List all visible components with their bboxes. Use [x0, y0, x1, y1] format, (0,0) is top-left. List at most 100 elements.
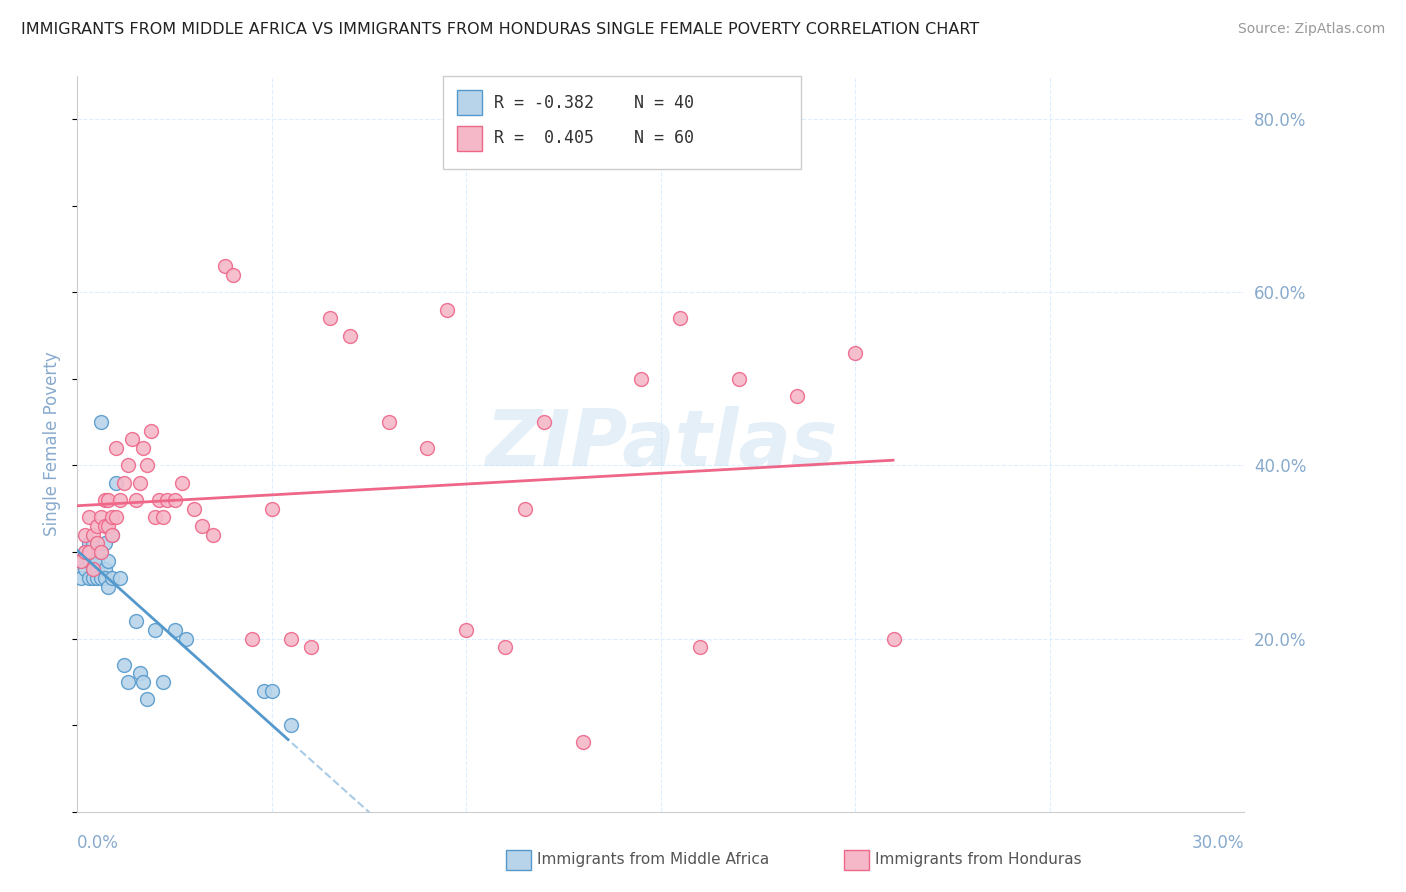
Point: [77, 554, 100, 568]
Text: 30.0%: 30.0%: [1192, 834, 1244, 852]
Point: [280, 632, 302, 646]
Point: [174, 632, 197, 646]
Point: [128, 475, 150, 490]
Point: [132, 674, 155, 689]
Text: Source: ZipAtlas.com: Source: ZipAtlas.com: [1237, 22, 1385, 37]
Point: [253, 683, 276, 698]
Point: [191, 519, 214, 533]
Point: [93, 571, 115, 585]
Point: [90, 545, 112, 559]
Point: [108, 493, 131, 508]
Point: [319, 311, 342, 326]
Point: [280, 718, 302, 732]
Point: [86, 545, 108, 559]
Point: [97, 519, 120, 533]
Point: [82, 562, 104, 576]
Point: [572, 735, 595, 749]
Point: [93, 536, 115, 550]
Point: [105, 510, 128, 524]
Point: [93, 562, 115, 576]
Point: [93, 493, 115, 508]
Point: [82, 527, 104, 541]
Text: IMMIGRANTS FROM MIDDLE AFRICA VS IMMIGRANTS FROM HONDURAS SINGLE FEMALE POVERTY : IMMIGRANTS FROM MIDDLE AFRICA VS IMMIGRA…: [21, 22, 980, 37]
Point: [70, 571, 93, 585]
Point: [128, 666, 150, 681]
Point: [183, 501, 205, 516]
Point: [77, 545, 100, 559]
Point: [101, 571, 124, 585]
Point: [112, 657, 135, 672]
Point: [222, 268, 245, 282]
Point: [124, 614, 148, 628]
Point: [260, 683, 283, 698]
Point: [148, 493, 170, 508]
Point: [163, 623, 186, 637]
Point: [533, 415, 555, 429]
Point: [132, 441, 155, 455]
Point: [86, 519, 108, 533]
Point: [101, 527, 124, 541]
Point: [260, 501, 283, 516]
Point: [86, 536, 108, 550]
Point: [152, 674, 174, 689]
Point: [86, 554, 108, 568]
Point: [105, 475, 128, 490]
Point: [117, 458, 139, 473]
Point: [101, 510, 124, 524]
Point: [75, 562, 97, 576]
Point: [172, 475, 194, 490]
Point: [77, 510, 100, 524]
Point: [97, 554, 120, 568]
Point: [214, 260, 236, 274]
Point: [82, 545, 104, 559]
Point: [108, 571, 131, 585]
Text: ZIPatlas: ZIPatlas: [485, 406, 837, 482]
Text: R =  0.405    N = 60: R = 0.405 N = 60: [494, 129, 693, 147]
Point: [70, 554, 93, 568]
Text: 0.0%: 0.0%: [77, 834, 120, 852]
Point: [90, 545, 112, 559]
Point: [143, 510, 166, 524]
Point: [124, 493, 148, 508]
Text: Immigrants from Honduras: Immigrants from Honduras: [875, 853, 1081, 867]
Point: [90, 415, 112, 429]
Point: [299, 640, 322, 655]
Point: [90, 510, 112, 524]
Point: [75, 545, 97, 559]
Point: [141, 424, 163, 438]
Point: [630, 372, 652, 386]
Point: [75, 527, 97, 541]
Point: [75, 545, 97, 559]
Point: [727, 372, 749, 386]
Point: [90, 571, 112, 585]
Text: Immigrants from Middle Africa: Immigrants from Middle Africa: [537, 853, 769, 867]
Text: R = -0.382    N = 40: R = -0.382 N = 40: [494, 94, 693, 112]
Point: [689, 640, 711, 655]
Point: [494, 640, 516, 655]
Point: [143, 623, 166, 637]
Point: [82, 562, 104, 576]
Point: [86, 562, 108, 576]
Point: [786, 389, 808, 403]
Point: [112, 475, 135, 490]
Point: [105, 441, 128, 455]
Point: [82, 536, 104, 550]
Point: [77, 536, 100, 550]
Point: [136, 458, 159, 473]
Point: [156, 493, 179, 508]
Point: [152, 510, 174, 524]
Point: [86, 571, 108, 585]
Point: [456, 623, 478, 637]
Point: [117, 674, 139, 689]
Point: [513, 501, 536, 516]
Point: [101, 527, 124, 541]
Point: [77, 571, 100, 585]
Point: [883, 632, 905, 646]
Point: [136, 692, 159, 706]
Point: [93, 519, 115, 533]
Point: [97, 580, 120, 594]
Point: [436, 302, 458, 317]
Point: [242, 632, 264, 646]
Point: [377, 415, 399, 429]
Point: [121, 433, 143, 447]
